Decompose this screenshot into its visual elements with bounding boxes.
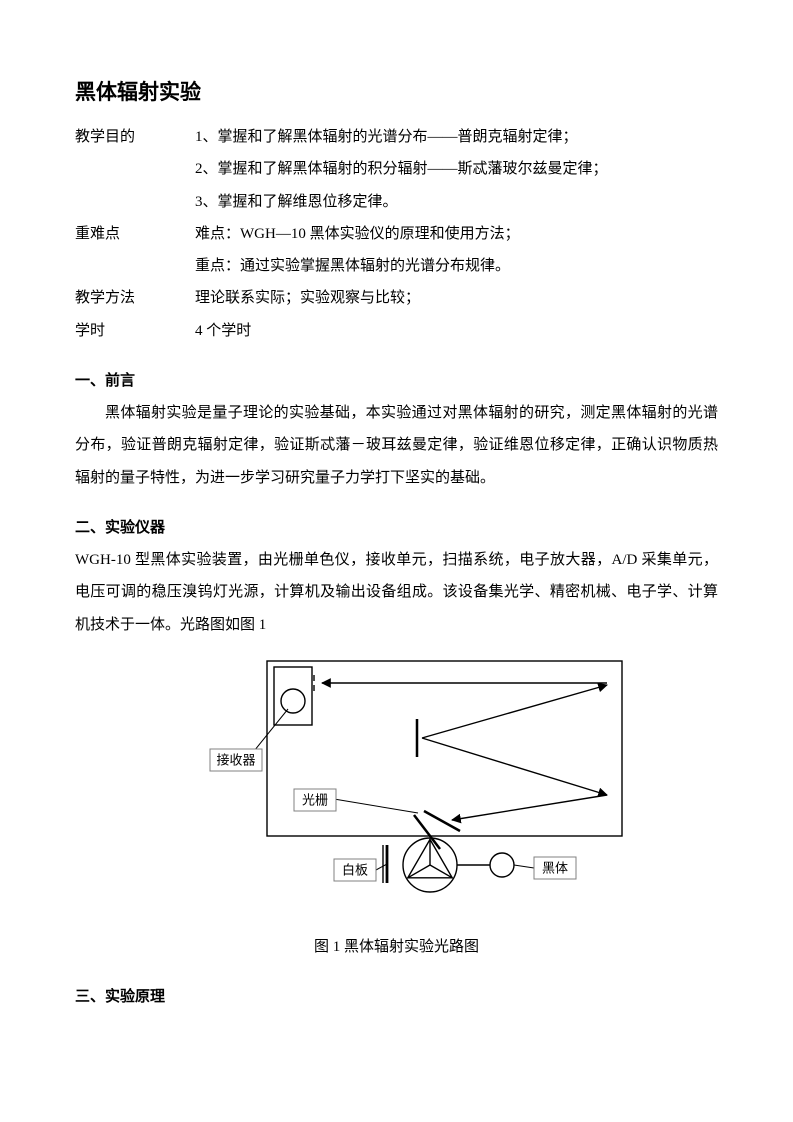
objective-2: 2、掌握和了解黑体辐射的积分辐射——斯忒藩玻尔兹曼定律；	[75, 153, 718, 185]
figure-1-caption: 图 1 黑体辐射实验光路图	[75, 931, 718, 963]
keypoint-1: 难点：WGH—10 黑体实验仪的原理和使用方法；	[195, 218, 718, 250]
meta-block: 教学目的 1、掌握和了解黑体辐射的光谱分布——普朗克辐射定律；	[75, 121, 718, 153]
svg-text:黑体: 黑体	[541, 860, 567, 875]
section-1-body: 黑体辐射实验是量子理论的实验基础，本实验通过对黑体辐射的研究，测定黑体辐射的光谱…	[75, 397, 718, 494]
figure-1: 接收器光栅白板 黑体	[75, 653, 718, 925]
method-label: 教学方法	[75, 282, 195, 314]
svg-text:白板: 白板	[341, 862, 367, 877]
svg-text:光栅: 光栅	[301, 792, 327, 807]
hours-value: 4 个学时	[195, 315, 718, 347]
section-2-body: WGH-10 型黑体实验装置，由光栅单色仪，接收单元，扫描系统，电子放大器，A/…	[75, 544, 718, 641]
keypoint-2: 重点：通过实验掌握黑体辐射的光谱分布规律。	[75, 250, 718, 282]
section-2-head: 二、实验仪器	[75, 512, 718, 544]
section-1-head: 一、前言	[75, 365, 718, 397]
method-value: 理论联系实际；实验观察与比较；	[195, 282, 718, 314]
keypoints-label: 重难点	[75, 218, 195, 250]
svg-text:接收器: 接收器	[216, 752, 255, 767]
objective-3: 3、掌握和了解维恩位移定律。	[75, 186, 718, 218]
section-3-head: 三、实验原理	[75, 981, 718, 1013]
optical-path-diagram: 接收器光栅白板 黑体	[162, 653, 632, 913]
hours-label: 学时	[75, 315, 195, 347]
page-title: 黑体辐射实验	[75, 70, 718, 115]
objectives-label: 教学目的	[75, 121, 195, 153]
objective-1: 1、掌握和了解黑体辐射的光谱分布——普朗克辐射定律；	[195, 121, 718, 153]
